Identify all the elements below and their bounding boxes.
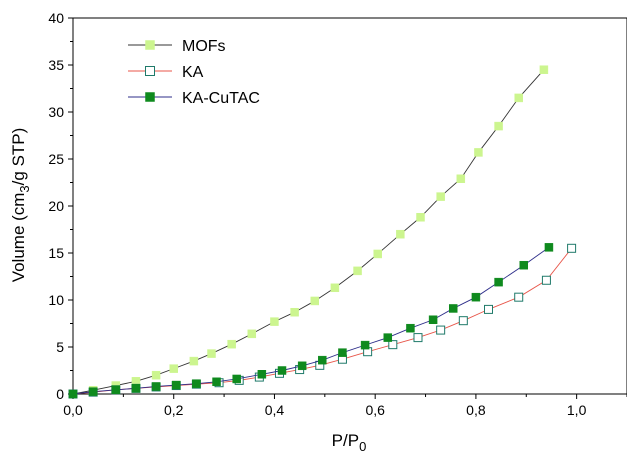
data-point-mofs — [494, 121, 503, 131]
y-tick-label: 20 — [48, 198, 64, 214]
data-point-mofs — [474, 148, 483, 157]
data-point-mofs — [373, 249, 382, 259]
data-point-ka-cutac — [151, 382, 161, 391]
data-point-mofs — [539, 65, 549, 74]
legend-item-ka: KA — [128, 64, 204, 81]
data-point-ka — [484, 304, 493, 314]
data-point-ka-cutac — [448, 304, 458, 313]
data-point-ka — [514, 292, 524, 302]
data-point-ka-cutac — [212, 377, 221, 387]
data-point-ka — [413, 333, 423, 343]
data-point-mofs — [330, 283, 340, 293]
x-axis-title: P/P0 — [332, 431, 367, 454]
y-tick-label: 25 — [48, 151, 64, 167]
plot-frame — [72, 17, 627, 395]
x-tick-label: 0,0 — [63, 402, 83, 418]
data-point-mofs — [436, 192, 445, 201]
data-point-ka-cutac — [297, 361, 307, 371]
data-point-ka-cutac — [494, 277, 503, 287]
legend-item-mofs: MOFs — [128, 38, 226, 55]
series-ka-cutac — [68, 243, 554, 399]
data-point-mofs — [227, 339, 236, 349]
data-point-ka-cutac — [257, 370, 267, 379]
data-point-ka-cutac — [232, 374, 241, 384]
x-tick-label: 0,4 — [265, 402, 285, 418]
series-line-ka-cutac — [72, 246, 550, 395]
data-point-ka-cutac — [171, 380, 181, 390]
legend-label: KA-CuTAC — [182, 90, 260, 107]
data-point-mofs — [290, 307, 299, 317]
y-tick-label: 15 — [48, 245, 64, 261]
data-point-ka — [567, 243, 577, 253]
y-tick-label: 0 — [56, 386, 64, 402]
data-point-ka-cutac — [428, 315, 438, 324]
data-point-mofs — [396, 229, 405, 239]
data-point-mofs — [456, 174, 466, 183]
data-point-mofs — [514, 93, 523, 103]
y-tick-label: 40 — [48, 10, 64, 26]
series-line-mofs — [72, 69, 545, 395]
data-point-ka-cutac — [111, 385, 121, 395]
data-point-mofs — [169, 364, 178, 373]
legend-item-ka-cutac: KA-CuTAC — [128, 90, 260, 107]
data-point-mofs — [270, 317, 279, 326]
series-layer — [68, 65, 577, 399]
data-point-ka-cutac — [471, 292, 481, 302]
legend-label: MOFs — [182, 38, 226, 55]
x-tick-label: 0,2 — [164, 402, 184, 418]
data-point-mofs — [416, 213, 425, 222]
series-ka — [68, 243, 577, 399]
legend: MOFs KA KA-CuTAC — [128, 38, 260, 107]
data-point-ka — [458, 316, 468, 326]
data-point-ka-cutac — [406, 323, 415, 333]
data-point-ka-cutac — [131, 384, 141, 393]
data-point-ka-cutac — [277, 366, 287, 375]
legend-marker — [145, 40, 155, 50]
x-tick-label: 0,8 — [466, 402, 486, 418]
data-point-mofs — [310, 296, 319, 306]
data-point-ka-cutac — [519, 260, 529, 270]
data-point-ka-cutac — [544, 243, 554, 252]
legend-marker — [145, 66, 155, 76]
series-line-ka — [72, 248, 572, 395]
legend-marker — [145, 92, 155, 102]
series-mofs — [68, 65, 549, 399]
y-tick-label: 35 — [48, 57, 64, 73]
data-point-ka-cutac — [360, 340, 370, 350]
data-point-mofs — [207, 349, 216, 358]
y-tick-label: 30 — [48, 104, 64, 120]
y-tick-label: 10 — [48, 292, 64, 308]
y-tick-label: 5 — [56, 339, 64, 355]
data-point-mofs — [247, 329, 257, 339]
data-point-ka-cutac — [318, 355, 327, 365]
x-tick-label: 1,0 — [567, 402, 587, 418]
y-axis-title: Volume (cm3/g STP) — [9, 128, 32, 283]
data-point-ka-cutac — [88, 387, 98, 396]
data-point-mofs — [151, 370, 161, 380]
data-point-mofs — [189, 356, 199, 366]
legend-label: KA — [182, 64, 204, 81]
x-tick-label: 0,6 — [365, 402, 385, 418]
data-point-mofs — [353, 266, 362, 276]
data-point-ka — [541, 275, 551, 285]
data-point-ka-cutac — [192, 379, 201, 388]
data-point-ka — [436, 325, 446, 335]
data-point-ka-cutac — [383, 333, 393, 342]
data-point-ka — [388, 340, 398, 350]
data-point-ka-cutac — [338, 348, 347, 357]
data-point-ka-cutac — [68, 389, 78, 399]
